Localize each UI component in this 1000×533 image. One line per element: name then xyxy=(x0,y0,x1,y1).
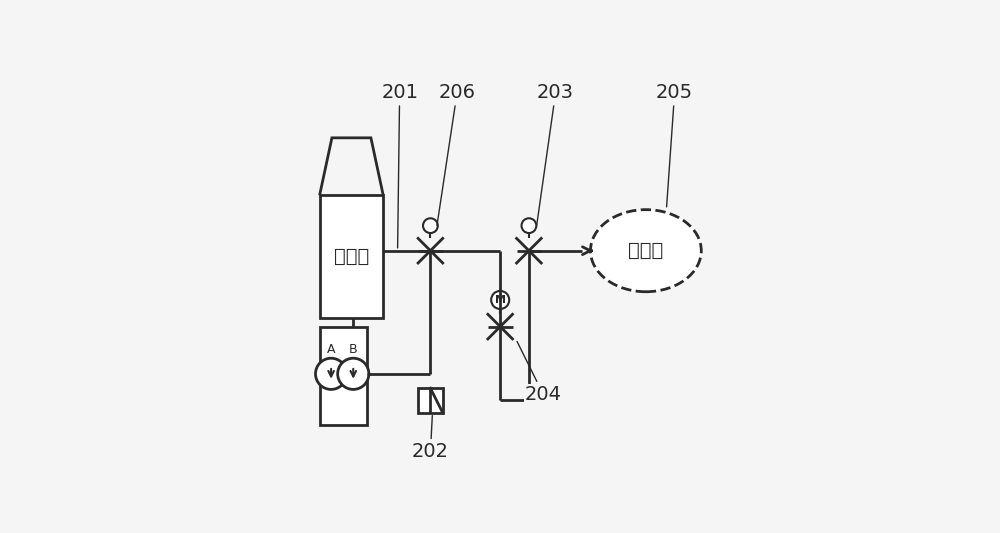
Circle shape xyxy=(423,219,438,233)
Text: 201: 201 xyxy=(381,83,418,248)
Circle shape xyxy=(316,358,347,390)
Text: A: A xyxy=(327,343,335,356)
Text: 203: 203 xyxy=(537,83,574,225)
Text: M: M xyxy=(495,295,506,305)
Text: 除氧器: 除氧器 xyxy=(628,241,664,260)
Ellipse shape xyxy=(590,209,701,292)
Text: 202: 202 xyxy=(412,416,449,461)
Text: B: B xyxy=(349,343,358,356)
Text: 204: 204 xyxy=(517,342,562,404)
Text: 206: 206 xyxy=(437,83,476,225)
Circle shape xyxy=(522,219,536,233)
Circle shape xyxy=(491,291,509,309)
Bar xyxy=(320,195,383,318)
Bar xyxy=(320,327,367,425)
Bar xyxy=(418,388,443,413)
Text: 205: 205 xyxy=(656,83,693,207)
Circle shape xyxy=(338,358,369,390)
Text: 凝汽器: 凝汽器 xyxy=(334,247,369,266)
